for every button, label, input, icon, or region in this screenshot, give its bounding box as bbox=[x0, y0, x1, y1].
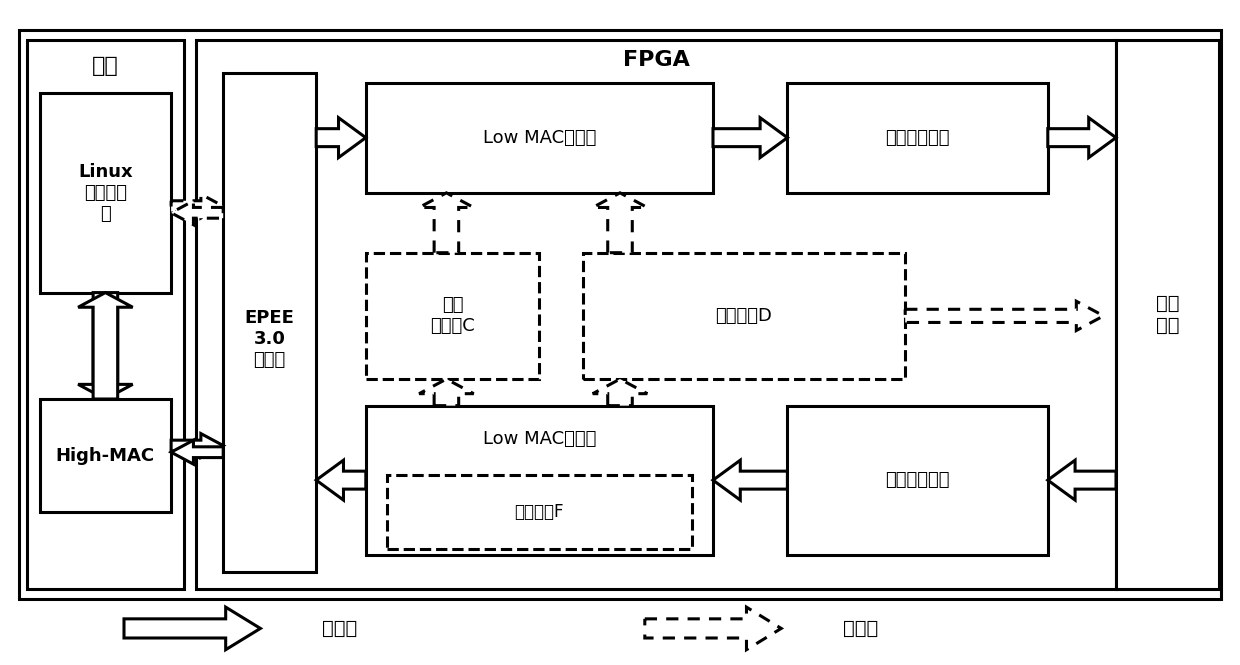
Text: 信道管理D: 信道管理D bbox=[715, 307, 773, 325]
Text: 物理层发送端: 物理层发送端 bbox=[885, 129, 950, 147]
Text: High-MAC: High-MAC bbox=[56, 446, 155, 465]
Polygon shape bbox=[905, 301, 1104, 331]
Bar bbox=[387, 475, 692, 549]
Polygon shape bbox=[316, 460, 366, 500]
Polygon shape bbox=[1048, 460, 1116, 500]
Bar bbox=[19, 30, 1221, 598]
Polygon shape bbox=[78, 293, 133, 399]
Text: 物理层接收端: 物理层接收端 bbox=[885, 471, 950, 489]
Text: 数据流: 数据流 bbox=[322, 619, 357, 638]
Polygon shape bbox=[316, 118, 366, 158]
Polygon shape bbox=[171, 440, 223, 464]
Text: 控制流: 控制流 bbox=[843, 619, 878, 638]
Text: 射频
前端: 射频 前端 bbox=[1156, 294, 1179, 335]
Text: 信标解析F: 信标解析F bbox=[515, 503, 564, 521]
Bar bbox=[223, 73, 316, 572]
Bar bbox=[40, 93, 171, 293]
Text: 主机: 主机 bbox=[92, 57, 119, 76]
Polygon shape bbox=[593, 193, 647, 253]
Text: Low MAC发送端: Low MAC发送端 bbox=[482, 129, 596, 147]
Polygon shape bbox=[645, 607, 781, 650]
Polygon shape bbox=[593, 379, 647, 406]
Polygon shape bbox=[171, 194, 223, 218]
Text: 信道
计时器C: 信道 计时器C bbox=[430, 297, 475, 335]
Text: Low MAC接收端: Low MAC接收端 bbox=[482, 430, 596, 448]
Polygon shape bbox=[713, 460, 787, 500]
Bar bbox=[366, 83, 713, 193]
Polygon shape bbox=[124, 607, 260, 650]
Bar bbox=[1116, 40, 1219, 589]
Bar bbox=[40, 399, 171, 512]
Polygon shape bbox=[171, 201, 223, 225]
Bar bbox=[366, 253, 539, 379]
Polygon shape bbox=[78, 293, 133, 399]
Polygon shape bbox=[171, 434, 223, 458]
Bar bbox=[196, 40, 1116, 589]
Bar bbox=[366, 406, 713, 555]
Bar bbox=[787, 83, 1048, 193]
Text: EPEE
3.0
通信库: EPEE 3.0 通信库 bbox=[244, 309, 295, 369]
Polygon shape bbox=[419, 193, 474, 253]
Polygon shape bbox=[713, 118, 787, 158]
Bar bbox=[27, 40, 184, 589]
Text: FPGA: FPGA bbox=[622, 50, 689, 70]
Polygon shape bbox=[1048, 118, 1116, 158]
Bar bbox=[787, 406, 1048, 555]
Text: Linux
网络协议
栈: Linux 网络协议 栈 bbox=[78, 163, 133, 223]
Bar bbox=[583, 253, 905, 379]
Polygon shape bbox=[419, 379, 474, 406]
